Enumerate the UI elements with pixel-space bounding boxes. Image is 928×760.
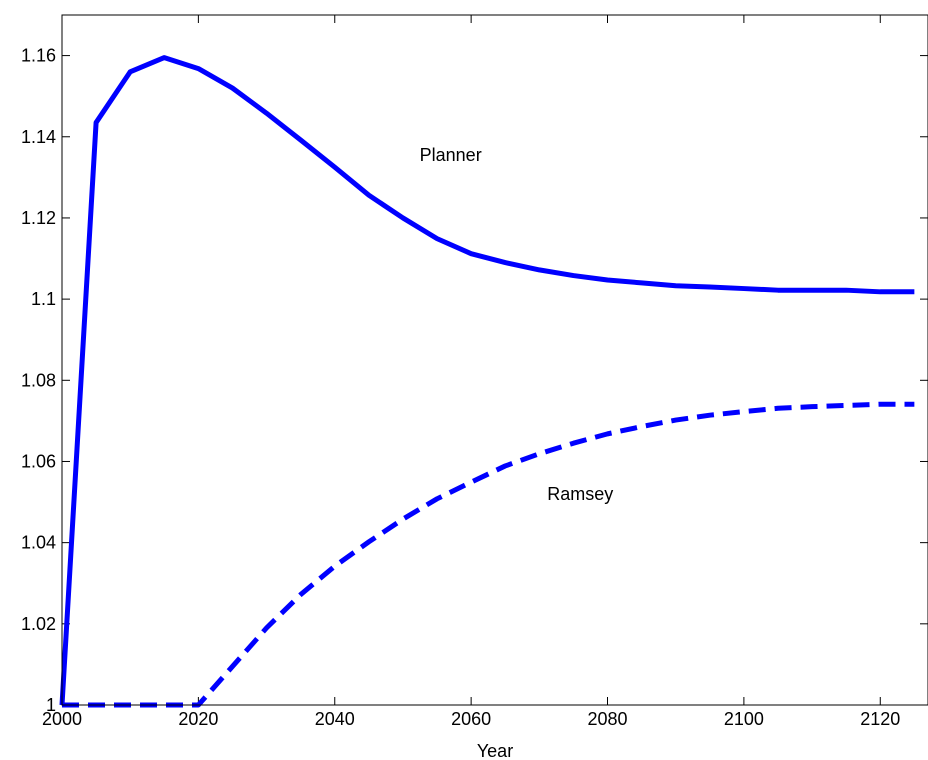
- series-layer: Planner Ramsey: [59, 55, 915, 708]
- x-tick-label: 2000: [42, 709, 82, 729]
- y-axis: 1 1.02 1.04 1.06 1.08 1.1 1.12 1.14 1.16: [21, 46, 928, 715]
- x-axis-label: Year: [477, 741, 513, 760]
- x-tick-label: 2120: [860, 709, 900, 729]
- x-tick-label: 2020: [178, 709, 218, 729]
- y-tick-label: 1.06: [21, 451, 56, 471]
- y-tick-label: 1.16: [21, 46, 56, 66]
- x-tick-label: 2080: [587, 709, 627, 729]
- y-tick-label: 1: [46, 695, 56, 715]
- y-tick-label: 1.12: [21, 208, 56, 228]
- y-tick-label: 1.02: [21, 614, 56, 634]
- planner-annotation: Planner: [420, 145, 482, 165]
- y-tick-label: 1.14: [21, 127, 56, 147]
- y-tick-label: 1.04: [21, 533, 56, 553]
- plot-area-background: [62, 15, 928, 705]
- x-axis: 2000 2020 2040 2060 2080 2100 2120: [42, 15, 900, 729]
- x-tick-label: 2100: [724, 709, 764, 729]
- plot-frame: [61, 14, 928, 706]
- x-tick-label: 2060: [451, 709, 491, 729]
- x-tick-label: 2040: [315, 709, 355, 729]
- planner-series-line: [59, 55, 915, 706]
- y-tick-label: 1.1: [31, 289, 56, 309]
- y-tick-label: 1.08: [21, 370, 56, 390]
- ramsey-annotation: Ramsey: [547, 484, 613, 504]
- ramsey-series-line: [62, 401, 915, 708]
